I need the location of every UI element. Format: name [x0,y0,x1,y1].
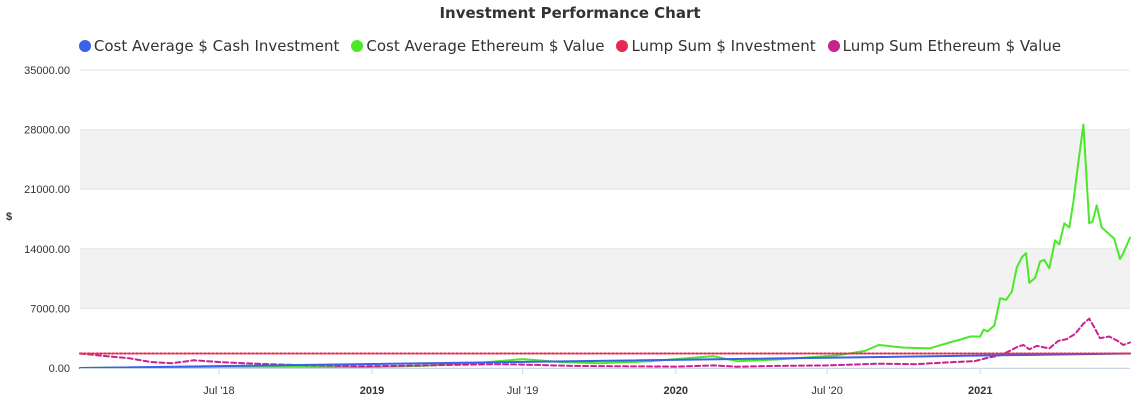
plot-bands [80,129,1130,309]
legend-item-cost-average-ethereum[interactable]: Cost Average Ethereum $ Value [351,37,604,55]
legend-label: Cost Average Ethereum $ Value [366,37,605,55]
chart-title: Investment Performance Chart [439,4,701,22]
legend-item-cost-average-cash[interactable]: Cost Average $ Cash Investment [78,37,340,55]
x-tick-label: Jul '19 [507,385,538,397]
y-tick-label: 0.00 [49,363,70,375]
legend-item-lump-sum-investment[interactable]: Lump Sum $ Investment [616,37,816,55]
y-tick-label: 14000.00 [24,244,70,256]
legend-marker [827,40,840,52]
legend-label: Cost Average $ Cash Investment [93,37,340,55]
x-tick-label: Jul '20 [811,385,842,397]
legend-marker [616,40,629,52]
legend-label: Lump Sum Ethereum $ Value [842,37,1062,55]
legend: Cost Average $ Cash Investment Cost Aver… [0,37,1140,55]
plot-band [80,129,1130,190]
axes: 35000.00 28000.00 21000.00 14000.00 7000.00 0… [24,65,1130,397]
y-axis-label: $ [6,211,12,223]
legend-label: Lump Sum $ Investment [631,37,816,55]
x-tick-label: 2019 [360,385,384,397]
series-line-1 [79,123,1131,369]
legend-item-lump-sum-ethereum[interactable]: Lump Sum Ethereum $ Value [827,37,1062,55]
plot-band [80,248,1130,309]
gridlines [80,69,1130,369]
legend-marker [351,40,364,52]
y-tick-label: 35000.00 [24,65,70,77]
y-tick-label: 7000.00 [30,303,70,315]
x-tick-label: 2020 [663,385,687,397]
series-line-0 [79,352,1131,369]
series-layer [79,123,1131,369]
series-line-3 [79,317,1131,368]
y-tick-label: 28000.00 [24,125,70,137]
y-tick-label: 21000.00 [24,184,70,196]
x-tick-label: 2021 [968,385,992,397]
legend-marker [78,40,91,52]
x-tick-label: Jul '18 [203,385,234,397]
